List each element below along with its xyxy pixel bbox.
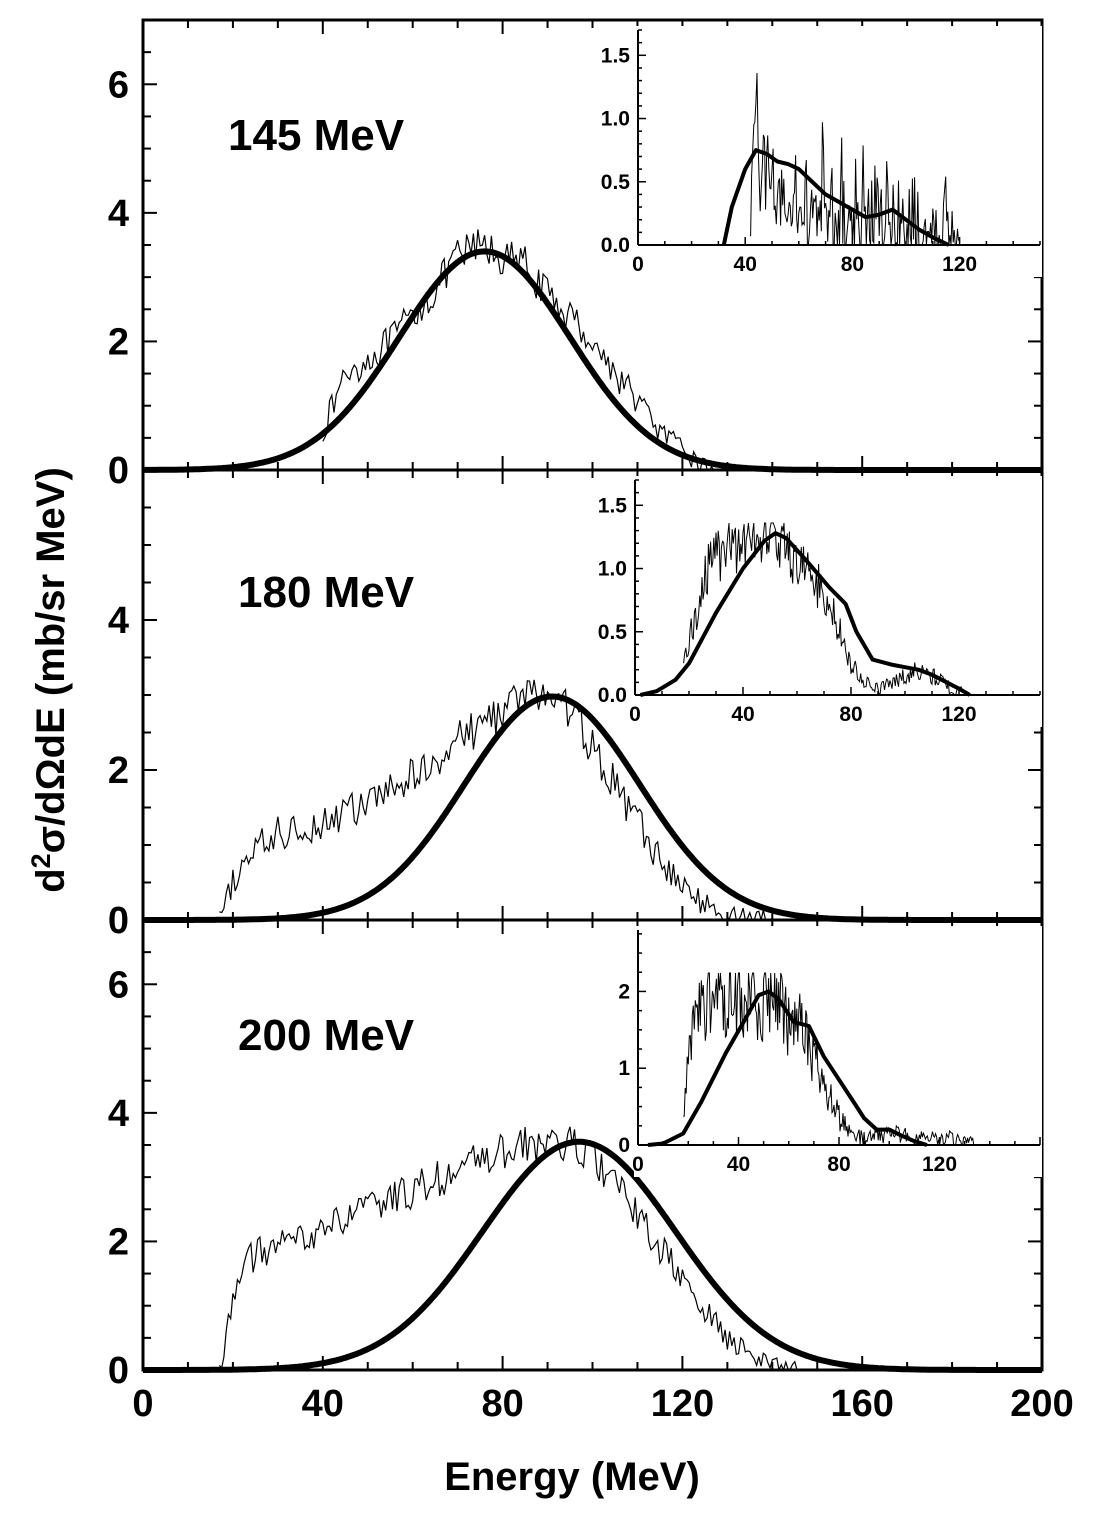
y-tick-label: 0: [108, 1350, 129, 1392]
panel-label: 200 MeV: [238, 1011, 415, 1060]
inset-x-tick-label: 80: [841, 253, 864, 276]
y-tick-label: 2: [108, 750, 129, 792]
y-tick-label: 0: [108, 450, 129, 492]
x-tick-label: 80: [481, 1383, 523, 1425]
inset-calculation-curve: [639, 531, 971, 697]
x-tick-label: 40: [302, 1383, 344, 1425]
y-tick-label: 2: [108, 1221, 129, 1263]
inset-x-tick-label: 120: [922, 1153, 957, 1176]
inset-y-tick-label: 1.5: [601, 44, 631, 67]
panel-3: 0 2 4 6 200 MeV 0 40 80 120 0 1 2: [108, 918, 1044, 1392]
panel-label: 145 MeV: [228, 111, 405, 160]
x-tick-label: 120: [651, 1383, 714, 1425]
y-axis-title-superscript: 2: [26, 853, 56, 868]
inset-y-tick-label: 1.0: [601, 108, 630, 131]
y-axis-title-rest: σ/dΩdE (mb/sr MeV): [29, 467, 73, 853]
y-axis-title: d2σ/dΩdE (mb/sr MeV): [26, 467, 73, 893]
data-curve: [219, 679, 773, 922]
inset-x-tick-label: 0: [632, 253, 644, 276]
inset-calculation-curve: [721, 148, 950, 247]
panel-2: 0 2 4 180 MeV 0 40 80 120 0.0 0.5 1.0 1.5: [108, 468, 1044, 942]
inset-y-tick-label: 0.0: [598, 684, 627, 707]
inset-background: [634, 926, 1042, 1177]
x-axis: 0 40 80 120 160 200: [132, 1383, 1073, 1425]
inset-y-tick-label: 1.0: [598, 558, 627, 581]
y-tick-label: 4: [108, 193, 129, 235]
y-axis-title-d: d: [29, 868, 73, 892]
y-tick-label: 6: [108, 964, 129, 1006]
inset-y-tick-label: 0.5: [598, 621, 628, 644]
inset-y-tick-label: 2: [618, 980, 630, 1003]
x-axis-title: Energy (MeV): [444, 1455, 700, 1499]
y-tick-label: 4: [108, 1093, 129, 1135]
inset-x-tick-label: 0: [629, 703, 641, 726]
panel-1: 0 2 4 6 145 MeV 0 40 80 120 0.0 0.5 1.0 1.5: [108, 18, 1044, 492]
panel-label: 180 MeV: [238, 568, 415, 617]
inset-x-tick-label: 40: [731, 703, 754, 726]
x-tick-label: 160: [830, 1383, 893, 1425]
inset-x-tick-label: 40: [734, 253, 757, 276]
y-tick-label: 2: [108, 321, 129, 363]
data-curve: [218, 1126, 800, 1373]
inset-3: 0 40 80 120 0 1 2: [618, 926, 1042, 1177]
y-tick-label: 0: [108, 900, 129, 942]
inset-y-tick-label: 1: [618, 1057, 630, 1080]
inset-y-tick-label: 1.5: [598, 494, 628, 517]
y-tick-label: 6: [108, 64, 129, 106]
inset-x-tick-label: 120: [942, 253, 977, 276]
inset-data-curve: [683, 972, 975, 1147]
inset-y-tick-label: 0: [618, 1134, 630, 1157]
x-tick-label: 200: [1010, 1383, 1073, 1425]
inset-1: 0 40 80 120 0.0 0.5 1.0 1.5: [601, 26, 1042, 277]
x-tick-label: 0: [132, 1383, 153, 1425]
inset-x-tick-label: 120: [941, 703, 976, 726]
inset-2: 0 40 80 120 0.0 0.5 1.0 1.5: [598, 476, 1042, 727]
inset-background: [631, 476, 1042, 727]
inset-x-tick-label: 40: [727, 1153, 750, 1176]
inset-x-tick-label: 80: [827, 1153, 850, 1176]
data-curve: [322, 229, 715, 471]
y-tick-label: 4: [108, 600, 129, 642]
inset-y-tick-label: 0.0: [601, 234, 630, 257]
inset-calculation-curve: [647, 989, 928, 1147]
inset-x-tick-label: 0: [632, 1153, 644, 1176]
inset-y-tick-label: 0.5: [601, 171, 631, 194]
inset-x-tick-label: 80: [839, 703, 862, 726]
